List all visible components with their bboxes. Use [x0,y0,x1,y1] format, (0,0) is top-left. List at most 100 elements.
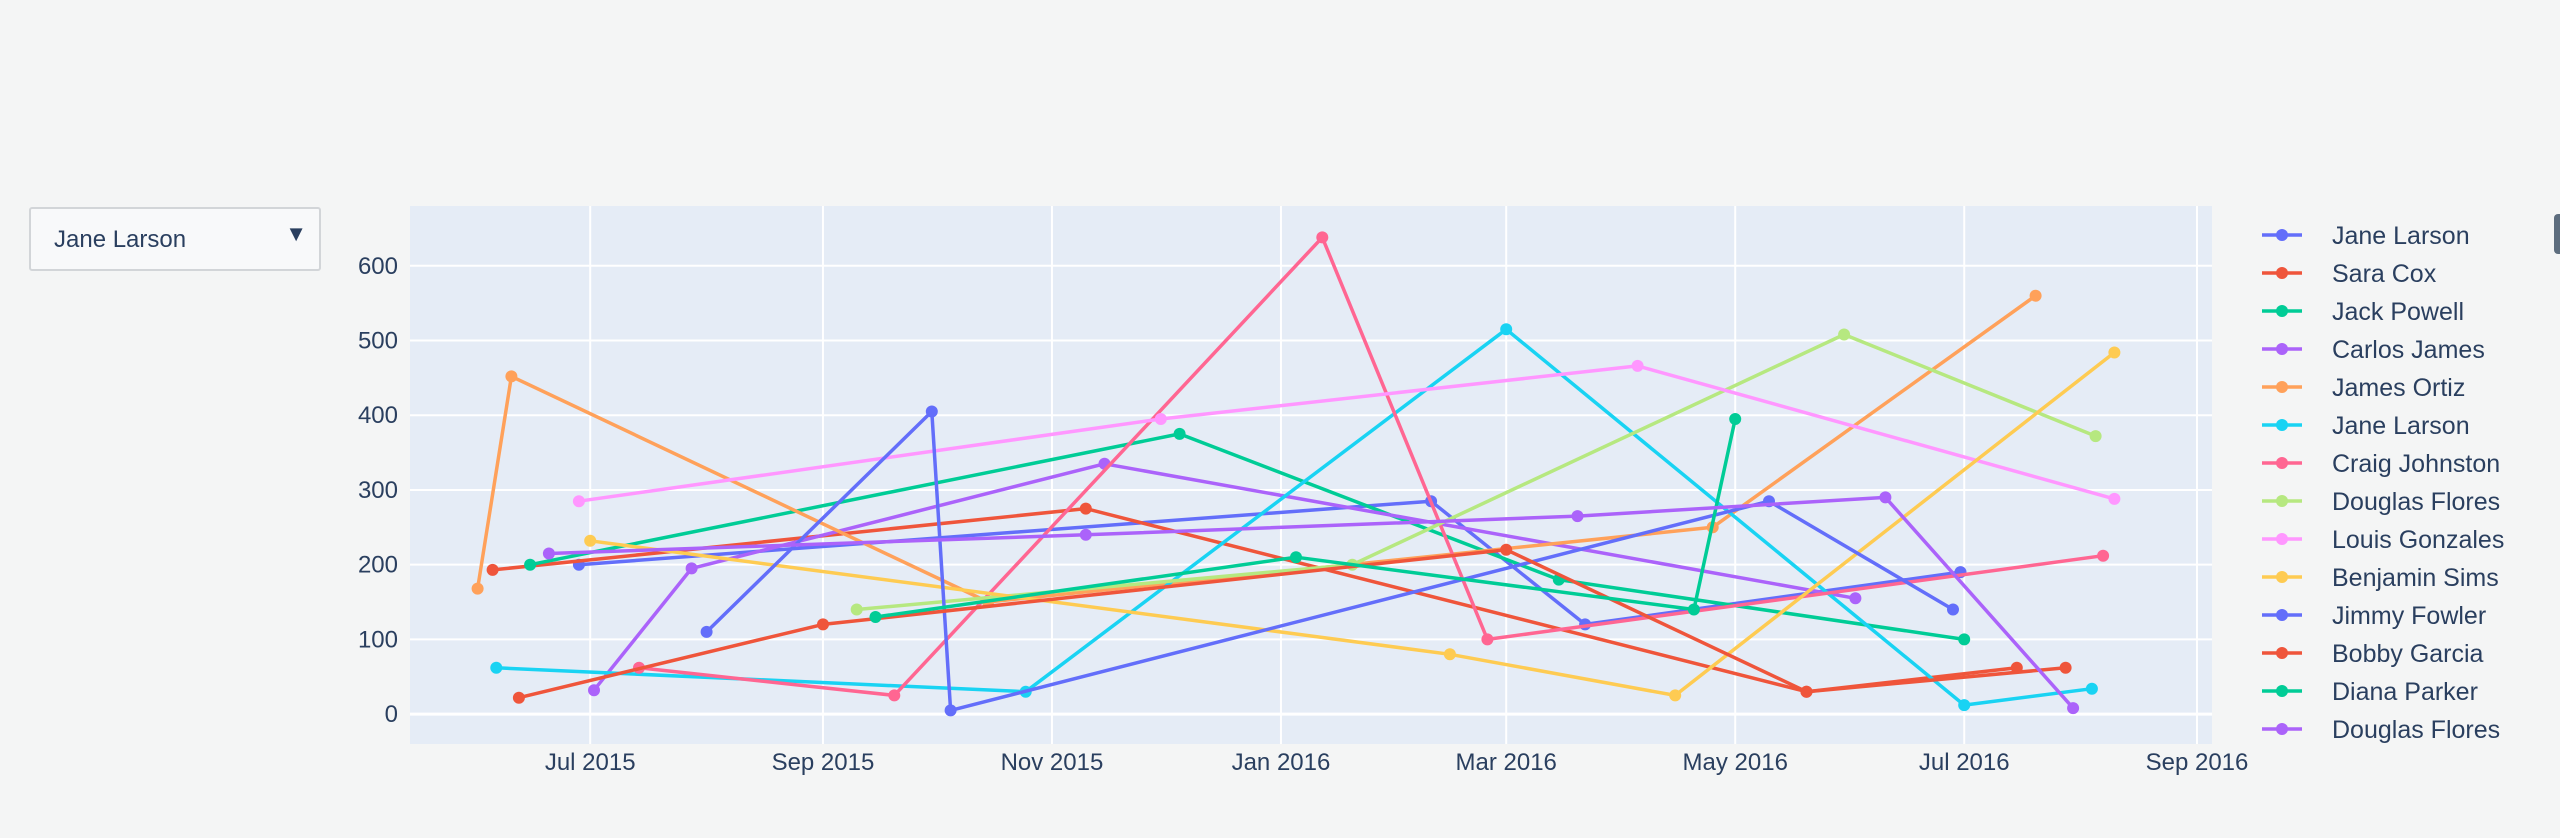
legend-item[interactable]: Jane Larson [2262,222,2470,250]
data-point [2097,549,2110,562]
legend-marker-icon [2276,419,2288,431]
legend-marker-icon [2276,495,2288,507]
x-tick-label: May 2016 [1683,749,1788,776]
series-8 [572,359,2121,508]
series-13 [542,491,2080,715]
legend-marker-icon [2276,381,2288,393]
series-line [578,364,2115,503]
series-dropdown[interactable]: Jane Larson ▼ [29,207,321,271]
series-line [492,506,2017,694]
legend-label: Louis Gonzales [2332,526,2504,554]
legend-item[interactable]: Douglas Flores [2262,716,2500,744]
y-axis: 0 100 200 300 400 500 600 [358,253,398,728]
legend-label: Jane Larson [2332,412,2470,440]
data-point [888,689,901,702]
data-point [1079,528,1092,541]
legend-item[interactable]: Benjamin Sims [2262,564,2499,592]
data-point [944,704,957,717]
data-point [1849,592,1862,605]
x-axis: Jul 2015 Sep 2015 Nov 2015 Jan 2016 Mar 2016… [545,749,2249,776]
data-point [1571,510,1584,523]
legend-label: Jane Larson [2332,222,2470,250]
legend-scrollbar[interactable] [2554,214,2560,254]
data-point [505,370,518,383]
legend-item[interactable]: Louis Gonzales [2262,526,2504,554]
data-point [2029,289,2042,302]
legend-label: Benjamin Sims [2332,564,2499,592]
data-point [1500,543,1513,556]
legend-label: Jack Powell [2332,298,2464,326]
data-point [2067,702,2080,715]
data-point [584,534,597,547]
legend-label: Jimmy Fowler [2332,602,2486,630]
legend-marker-icon [2276,229,2288,241]
data-point [1290,551,1302,564]
data-point [1669,689,1682,702]
data-point [700,625,713,638]
data-point [1631,359,1644,372]
data-point [1316,231,1329,244]
series-11 [512,543,2072,704]
data-point [869,611,882,623]
series-line [529,432,1965,642]
data-point [1947,603,1959,616]
data-point [542,547,555,560]
series-line [578,499,1961,627]
data-point [925,405,938,418]
data-point [512,691,525,704]
data-point [490,661,503,674]
legend-marker-icon [2276,723,2288,735]
series-5 [490,323,2098,712]
grid-lines [410,206,2212,744]
legend-item[interactable]: James Ortiz [2262,374,2465,402]
data-point [2059,661,2072,674]
triangle-down-icon[interactable]: ▼ [285,221,307,246]
legend-item[interactable]: Jimmy Fowler [2262,602,2486,630]
legend-label: James Ortiz [2332,374,2465,402]
y-tick-label: 200 [358,552,398,579]
legend-item[interactable]: Sara Cox [2262,260,2437,288]
y-tick-label: 600 [358,253,398,280]
data-point [588,684,600,697]
x-tick-label: Nov 2015 [1001,749,1104,776]
data-point [1800,685,1813,698]
legend-marker-icon [2276,685,2288,697]
data-point [471,582,484,595]
x-tick-label: Jan 2016 [1232,749,1331,776]
legend-item[interactable]: Jane Larson [2262,412,2470,440]
data-point [524,558,537,571]
legend-label: Douglas Flores [2332,716,2500,744]
series-line [856,332,2097,612]
legend-label: Bobby Garcia [2332,640,2484,668]
data-point [1079,502,1092,515]
legend: Jane Larson Sara Cox Jack Powell Carlos Jam… [2262,222,2504,744]
legend-label: Carlos James [2332,336,2485,364]
data-point [1838,328,1851,341]
legend-item[interactable]: Jack Powell [2262,298,2464,326]
legend-marker-icon [2276,647,2288,659]
data-point [2108,346,2121,359]
x-tick-label: Mar 2016 [1456,749,1557,776]
legend-item[interactable]: Bobby Garcia [2262,640,2484,668]
legend-item[interactable]: Diana Parker [2262,678,2478,706]
data-point [817,618,829,631]
data-point [1500,323,1513,336]
legend-item[interactable]: Douglas Flores [2262,488,2500,516]
legend-label: Douglas Flores [2332,488,2500,516]
series-layer [471,231,2121,717]
legend-item[interactable]: Carlos James [2262,336,2485,364]
series-3 [588,457,1862,697]
legend-marker-icon [2276,267,2288,279]
data-point [572,495,585,508]
x-tick-label: Sep 2015 [772,749,875,776]
legend-item[interactable]: Craig Johnston [2262,450,2500,478]
series-12 [869,413,1742,623]
legend-label: Craig Johnston [2332,450,2500,478]
series-line [592,462,1856,692]
data-point [1879,491,1892,504]
y-tick-label: 500 [358,328,398,355]
dropdown-selected-value: Jane Larson [54,226,187,253]
x-tick-label: Sep 2016 [2146,749,2249,776]
data-point [1958,633,1971,646]
series-line [875,418,1737,619]
